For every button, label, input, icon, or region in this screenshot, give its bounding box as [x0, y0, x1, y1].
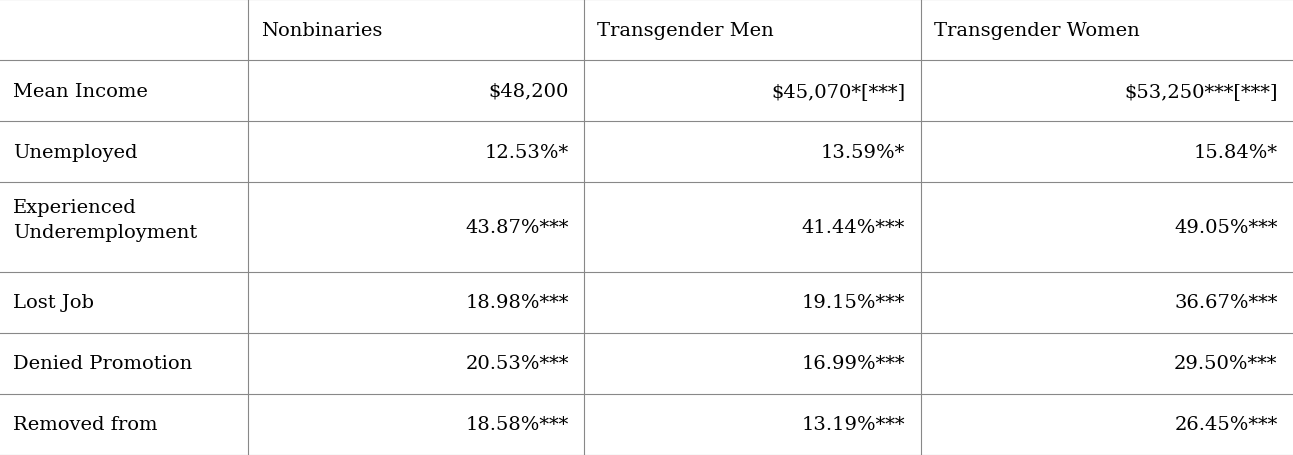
Text: 41.44%***: 41.44%***: [802, 218, 905, 237]
Text: 13.19%***: 13.19%***: [802, 415, 905, 434]
Text: Denied Promotion: Denied Promotion: [13, 354, 193, 373]
Text: 15.84%*: 15.84%*: [1193, 143, 1277, 162]
Text: Transgender Women: Transgender Women: [934, 21, 1139, 40]
Text: 12.53%*: 12.53%*: [485, 143, 569, 162]
Text: Unemployed: Unemployed: [13, 143, 137, 162]
Text: Mean Income: Mean Income: [13, 82, 147, 101]
Text: Experienced
Underemployment: Experienced Underemployment: [13, 199, 197, 242]
Text: $48,200: $48,200: [489, 82, 569, 101]
Text: 29.50%***: 29.50%***: [1174, 354, 1277, 373]
Text: 20.53%***: 20.53%***: [465, 354, 569, 373]
Text: Removed from: Removed from: [13, 415, 158, 434]
Text: Lost Job: Lost Job: [13, 293, 94, 312]
Text: 16.99%***: 16.99%***: [802, 354, 905, 373]
Text: 18.98%***: 18.98%***: [465, 293, 569, 312]
Text: $53,250***[***]: $53,250***[***]: [1124, 82, 1277, 101]
Text: 26.45%***: 26.45%***: [1174, 415, 1277, 434]
Text: 18.58%***: 18.58%***: [465, 415, 569, 434]
Text: 36.67%***: 36.67%***: [1174, 293, 1277, 312]
Text: 49.05%***: 49.05%***: [1174, 218, 1277, 237]
Text: Nonbinaries: Nonbinaries: [261, 21, 383, 40]
Text: 43.87%***: 43.87%***: [465, 218, 569, 237]
Text: 19.15%***: 19.15%***: [802, 293, 905, 312]
Text: Transgender Men: Transgender Men: [597, 21, 775, 40]
Text: 13.59%*: 13.59%*: [821, 143, 905, 162]
Text: $45,070*[***]: $45,070*[***]: [771, 82, 905, 101]
